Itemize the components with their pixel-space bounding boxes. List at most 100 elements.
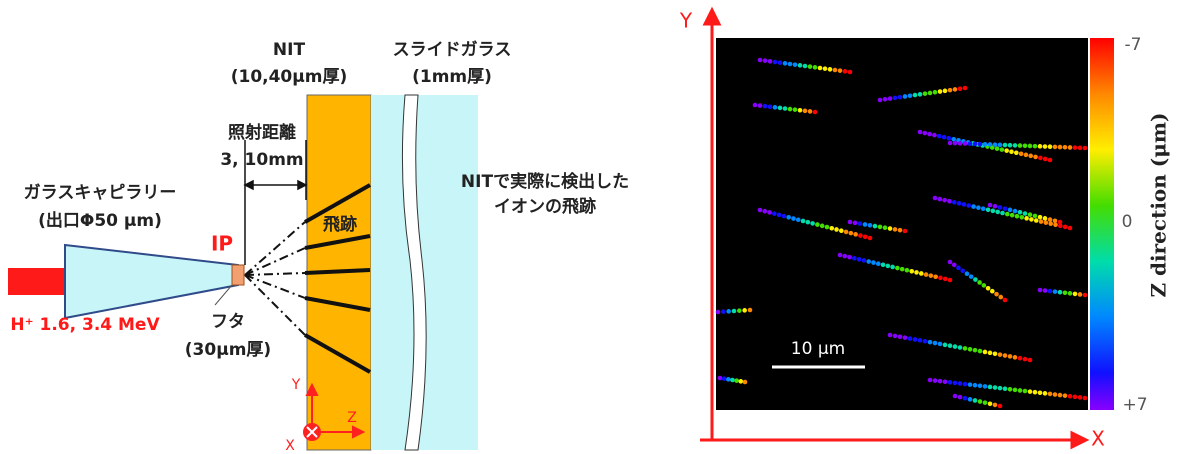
- dot: [1038, 144, 1043, 149]
- dot: [933, 274, 938, 279]
- dot: [1053, 222, 1058, 227]
- dot: [793, 62, 798, 67]
- dot: [958, 86, 963, 91]
- dot: [898, 334, 903, 339]
- dot: [1063, 225, 1068, 230]
- dot: [721, 309, 726, 314]
- dot: [1018, 388, 1023, 393]
- dot: [791, 216, 796, 221]
- dot: [938, 379, 943, 384]
- dot: [988, 351, 993, 356]
- dot: [730, 378, 735, 383]
- lid: [232, 265, 244, 285]
- dot: [943, 89, 948, 94]
- label: (出口Φ50 μm): [38, 210, 162, 231]
- dot: [783, 61, 788, 66]
- dot: [1034, 218, 1039, 223]
- dot: [801, 219, 806, 224]
- dot: [1000, 147, 1005, 152]
- colorbar-title: Z direction (μm): [1147, 113, 1171, 298]
- dot: [903, 335, 908, 340]
- dot: [815, 222, 820, 227]
- dot: [952, 263, 957, 268]
- dot: [998, 386, 1003, 391]
- dot: [982, 283, 987, 288]
- dot: [808, 109, 813, 114]
- dot: [938, 276, 943, 281]
- dot: [886, 264, 891, 269]
- dot: [1008, 387, 1013, 392]
- dot: [844, 230, 849, 235]
- dot: [993, 204, 998, 209]
- dot: [748, 308, 753, 313]
- dot: [1005, 212, 1010, 217]
- dot: [798, 108, 803, 113]
- dot: [793, 107, 798, 112]
- figure: NIT (10,40μm厚) スライドガラス (1mm厚) 照射距離 3, 10…: [0, 0, 1183, 454]
- label: 飛跡: [322, 214, 357, 235]
- dot: [866, 259, 871, 264]
- dot: [903, 94, 908, 99]
- dot: [928, 340, 933, 345]
- dot: [726, 377, 731, 382]
- label: イオンの飛跡: [494, 196, 596, 217]
- dot: [1053, 145, 1058, 150]
- dot: [969, 274, 974, 279]
- dot: [868, 236, 873, 241]
- dot: [933, 90, 938, 95]
- dot: [768, 104, 773, 109]
- dot: [913, 93, 918, 98]
- dot: [938, 342, 943, 347]
- dot: [1048, 217, 1053, 222]
- dot: [948, 380, 953, 385]
- dot: [924, 272, 929, 277]
- dot: [943, 379, 948, 384]
- dot: [1058, 393, 1063, 398]
- dot: [808, 64, 813, 69]
- dot: [983, 142, 988, 147]
- dot: [948, 343, 953, 348]
- dot: [1033, 144, 1038, 149]
- dot: [858, 221, 863, 226]
- label: 3, 10mm: [220, 150, 303, 170]
- dot: [988, 401, 993, 406]
- dot: [820, 224, 825, 229]
- dot: [932, 133, 937, 138]
- dot: [1000, 211, 1005, 216]
- dot: [1044, 220, 1049, 225]
- dot: [998, 352, 1003, 357]
- dot: [1063, 145, 1068, 150]
- dot: [983, 384, 988, 389]
- dot: [978, 384, 983, 389]
- dot: [803, 109, 808, 114]
- dot: [958, 141, 963, 146]
- dot: [1048, 144, 1053, 149]
- dot: [863, 222, 868, 227]
- dot: [1023, 389, 1028, 394]
- dot: [978, 399, 983, 404]
- dot: [918, 338, 923, 343]
- dot: [798, 63, 803, 68]
- dot: [848, 220, 853, 225]
- dot: [995, 210, 1000, 215]
- dot: [852, 256, 857, 261]
- label: (1mm厚): [412, 67, 492, 87]
- dot: [876, 261, 881, 266]
- dot: [968, 397, 973, 402]
- dot: [848, 70, 853, 75]
- dot: [1003, 353, 1008, 358]
- dot: [929, 273, 934, 278]
- dot: [893, 96, 898, 101]
- dot: [763, 104, 768, 109]
- dot: [913, 337, 918, 342]
- dot: [1068, 291, 1073, 296]
- dot: [716, 310, 721, 315]
- dot: [973, 348, 978, 353]
- dot: [983, 400, 988, 405]
- dot: [763, 58, 768, 63]
- dot: [796, 217, 801, 222]
- dot: [888, 226, 893, 231]
- dot: [923, 339, 928, 344]
- dot: [834, 227, 839, 232]
- dot: [1048, 221, 1053, 226]
